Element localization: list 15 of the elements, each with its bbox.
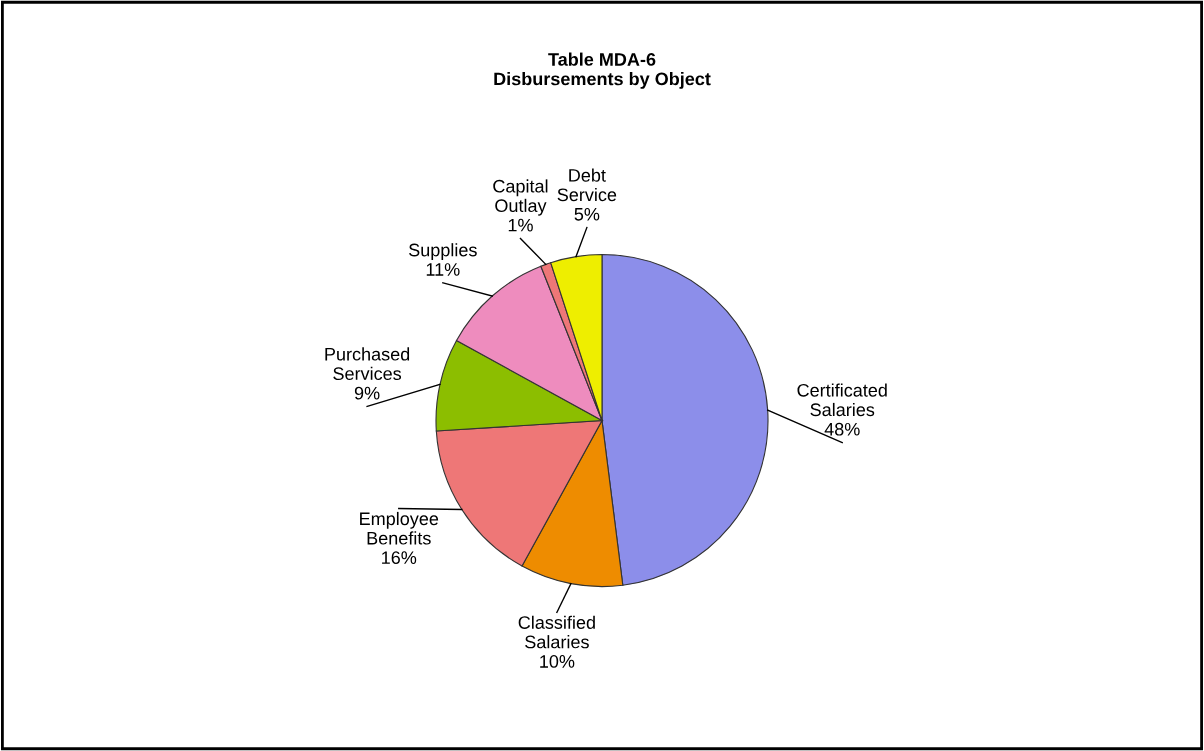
chart-title: Table MDA-6 Disbursements by Object [494, 52, 711, 89]
data-label: 1% [508, 218, 533, 232]
slice-label: Classified Salaries [518, 615, 595, 649]
slice-label: Capital Outlay [493, 179, 548, 216]
data-label: 11% [426, 263, 460, 276]
slice-label: Employee Benefits [360, 511, 439, 545]
slice-label: Certificated Salaries [797, 383, 887, 417]
slice-label: Purchased Services [325, 347, 410, 381]
slice-label: Supplies [409, 243, 477, 260]
data-label: 5% [574, 207, 600, 221]
slice-label: Debt Service [557, 168, 617, 202]
data-label: 9% [354, 386, 380, 400]
data-label: 10% [540, 655, 575, 668]
data-label: 16% [382, 551, 417, 565]
data-label: 48% [824, 422, 860, 436]
